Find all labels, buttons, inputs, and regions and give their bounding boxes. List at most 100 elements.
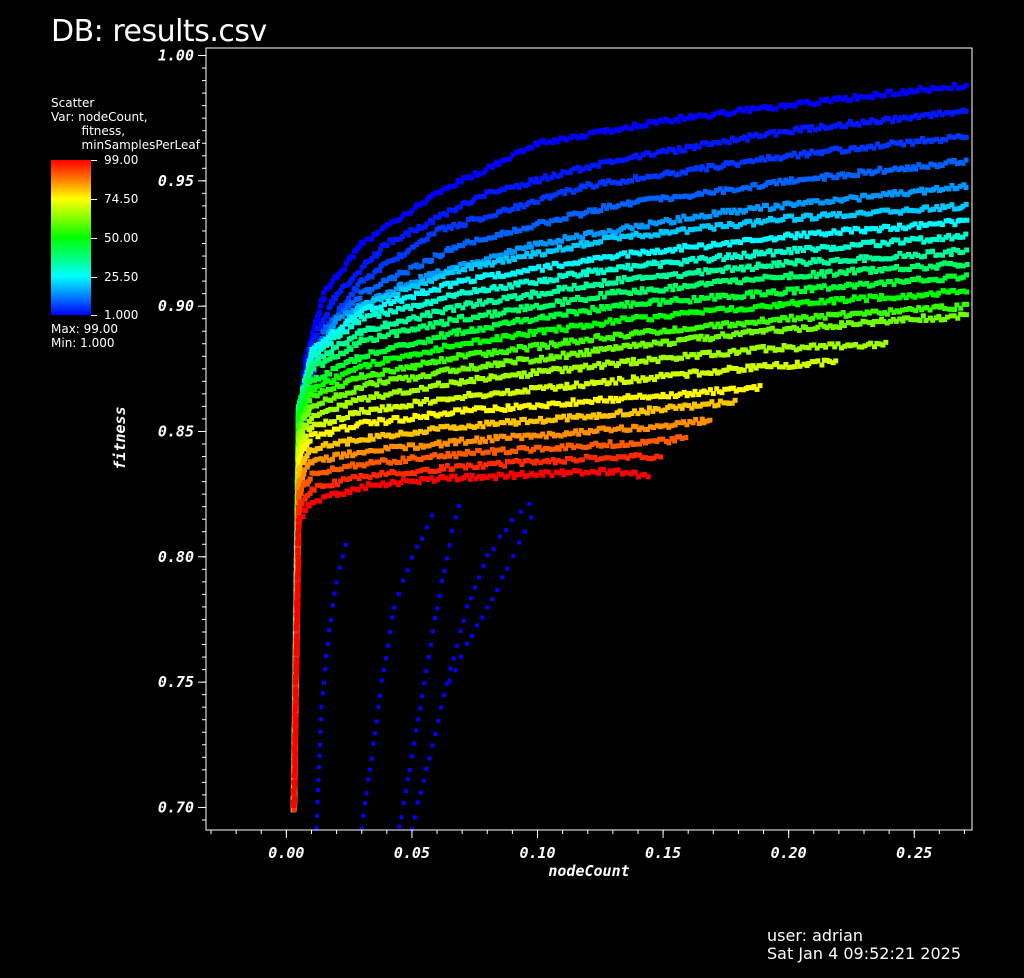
data-point <box>678 113 684 119</box>
data-point <box>755 204 761 210</box>
data-point <box>794 231 800 237</box>
data-point <box>622 157 628 163</box>
data-point <box>910 188 916 194</box>
data-point <box>416 224 422 229</box>
data-point <box>819 269 825 275</box>
data-point <box>825 298 831 304</box>
data-point <box>499 229 505 235</box>
data-point <box>646 317 652 323</box>
data-point <box>831 284 837 290</box>
data-point <box>556 324 562 330</box>
data-point <box>451 307 457 313</box>
data-point <box>676 311 682 317</box>
data-point <box>933 252 939 258</box>
data-point <box>354 288 360 294</box>
data-point <box>640 152 646 158</box>
data-point <box>530 289 535 295</box>
data-point <box>441 342 447 348</box>
data-point <box>705 295 711 301</box>
data-point <box>768 129 774 135</box>
data-point <box>473 194 479 200</box>
data-point <box>748 289 754 295</box>
data-point <box>586 267 592 273</box>
data-point <box>750 105 756 111</box>
data-point <box>506 272 512 278</box>
data-point <box>529 280 535 286</box>
data-point <box>632 121 637 127</box>
data-point <box>359 354 365 360</box>
data-point <box>912 208 918 214</box>
data-point <box>555 173 560 179</box>
data-point <box>631 263 637 268</box>
data-point <box>903 295 909 301</box>
data-point <box>699 280 705 286</box>
data-point <box>843 299 848 305</box>
data-point <box>828 258 834 264</box>
data-point <box>963 108 969 114</box>
data-point <box>451 221 457 227</box>
data-point <box>824 213 830 219</box>
data-point <box>433 298 439 304</box>
data-point <box>803 314 809 320</box>
data-point <box>909 293 915 299</box>
data-point <box>848 145 854 151</box>
data-point <box>845 281 851 287</box>
data-point <box>392 276 398 282</box>
data-point <box>821 176 827 182</box>
data-point <box>333 315 339 321</box>
data-point <box>657 219 663 225</box>
data-point <box>663 217 669 223</box>
data-point <box>654 287 660 293</box>
data-point <box>580 235 586 241</box>
data-point <box>569 261 575 267</box>
data-point <box>336 375 342 381</box>
data-point <box>801 213 806 219</box>
data-point <box>320 338 326 344</box>
data-point <box>406 285 412 291</box>
data-point <box>669 297 675 303</box>
data-point <box>949 183 955 188</box>
data-point <box>523 183 529 189</box>
data-point <box>355 282 361 288</box>
data-point <box>369 274 375 280</box>
data-point <box>595 254 601 260</box>
data-point <box>340 362 346 368</box>
data-point <box>828 230 834 236</box>
data-point <box>612 331 618 337</box>
data-point <box>782 249 788 255</box>
data-point <box>946 186 952 192</box>
data-point <box>371 232 377 237</box>
data-point <box>779 274 785 280</box>
colorbar-tick-mark <box>91 160 97 161</box>
data-point <box>858 254 864 260</box>
data-point <box>610 303 616 309</box>
data-points <box>290 82 970 832</box>
data-point <box>550 302 556 308</box>
data-point <box>818 123 824 129</box>
data-point <box>877 165 883 171</box>
data-point <box>500 273 506 279</box>
data-point <box>676 244 682 250</box>
data-point <box>592 320 598 326</box>
data-point <box>743 236 749 242</box>
data-point <box>826 311 832 317</box>
data-point <box>786 179 792 185</box>
data-point <box>560 340 566 346</box>
data-point <box>450 269 456 275</box>
data-point <box>880 117 886 123</box>
data-point <box>651 329 657 335</box>
data-point <box>891 296 897 302</box>
data-point <box>344 318 350 324</box>
data-point <box>673 271 678 277</box>
data-point <box>788 201 794 207</box>
data-point <box>916 115 921 121</box>
data-point <box>699 113 705 119</box>
data-point <box>454 331 460 337</box>
data-point <box>759 237 765 243</box>
data-point <box>477 264 483 270</box>
data-point <box>952 82 957 87</box>
data-point <box>395 318 401 324</box>
data-point <box>432 252 438 258</box>
data-point <box>534 341 540 347</box>
data-point <box>845 171 851 177</box>
